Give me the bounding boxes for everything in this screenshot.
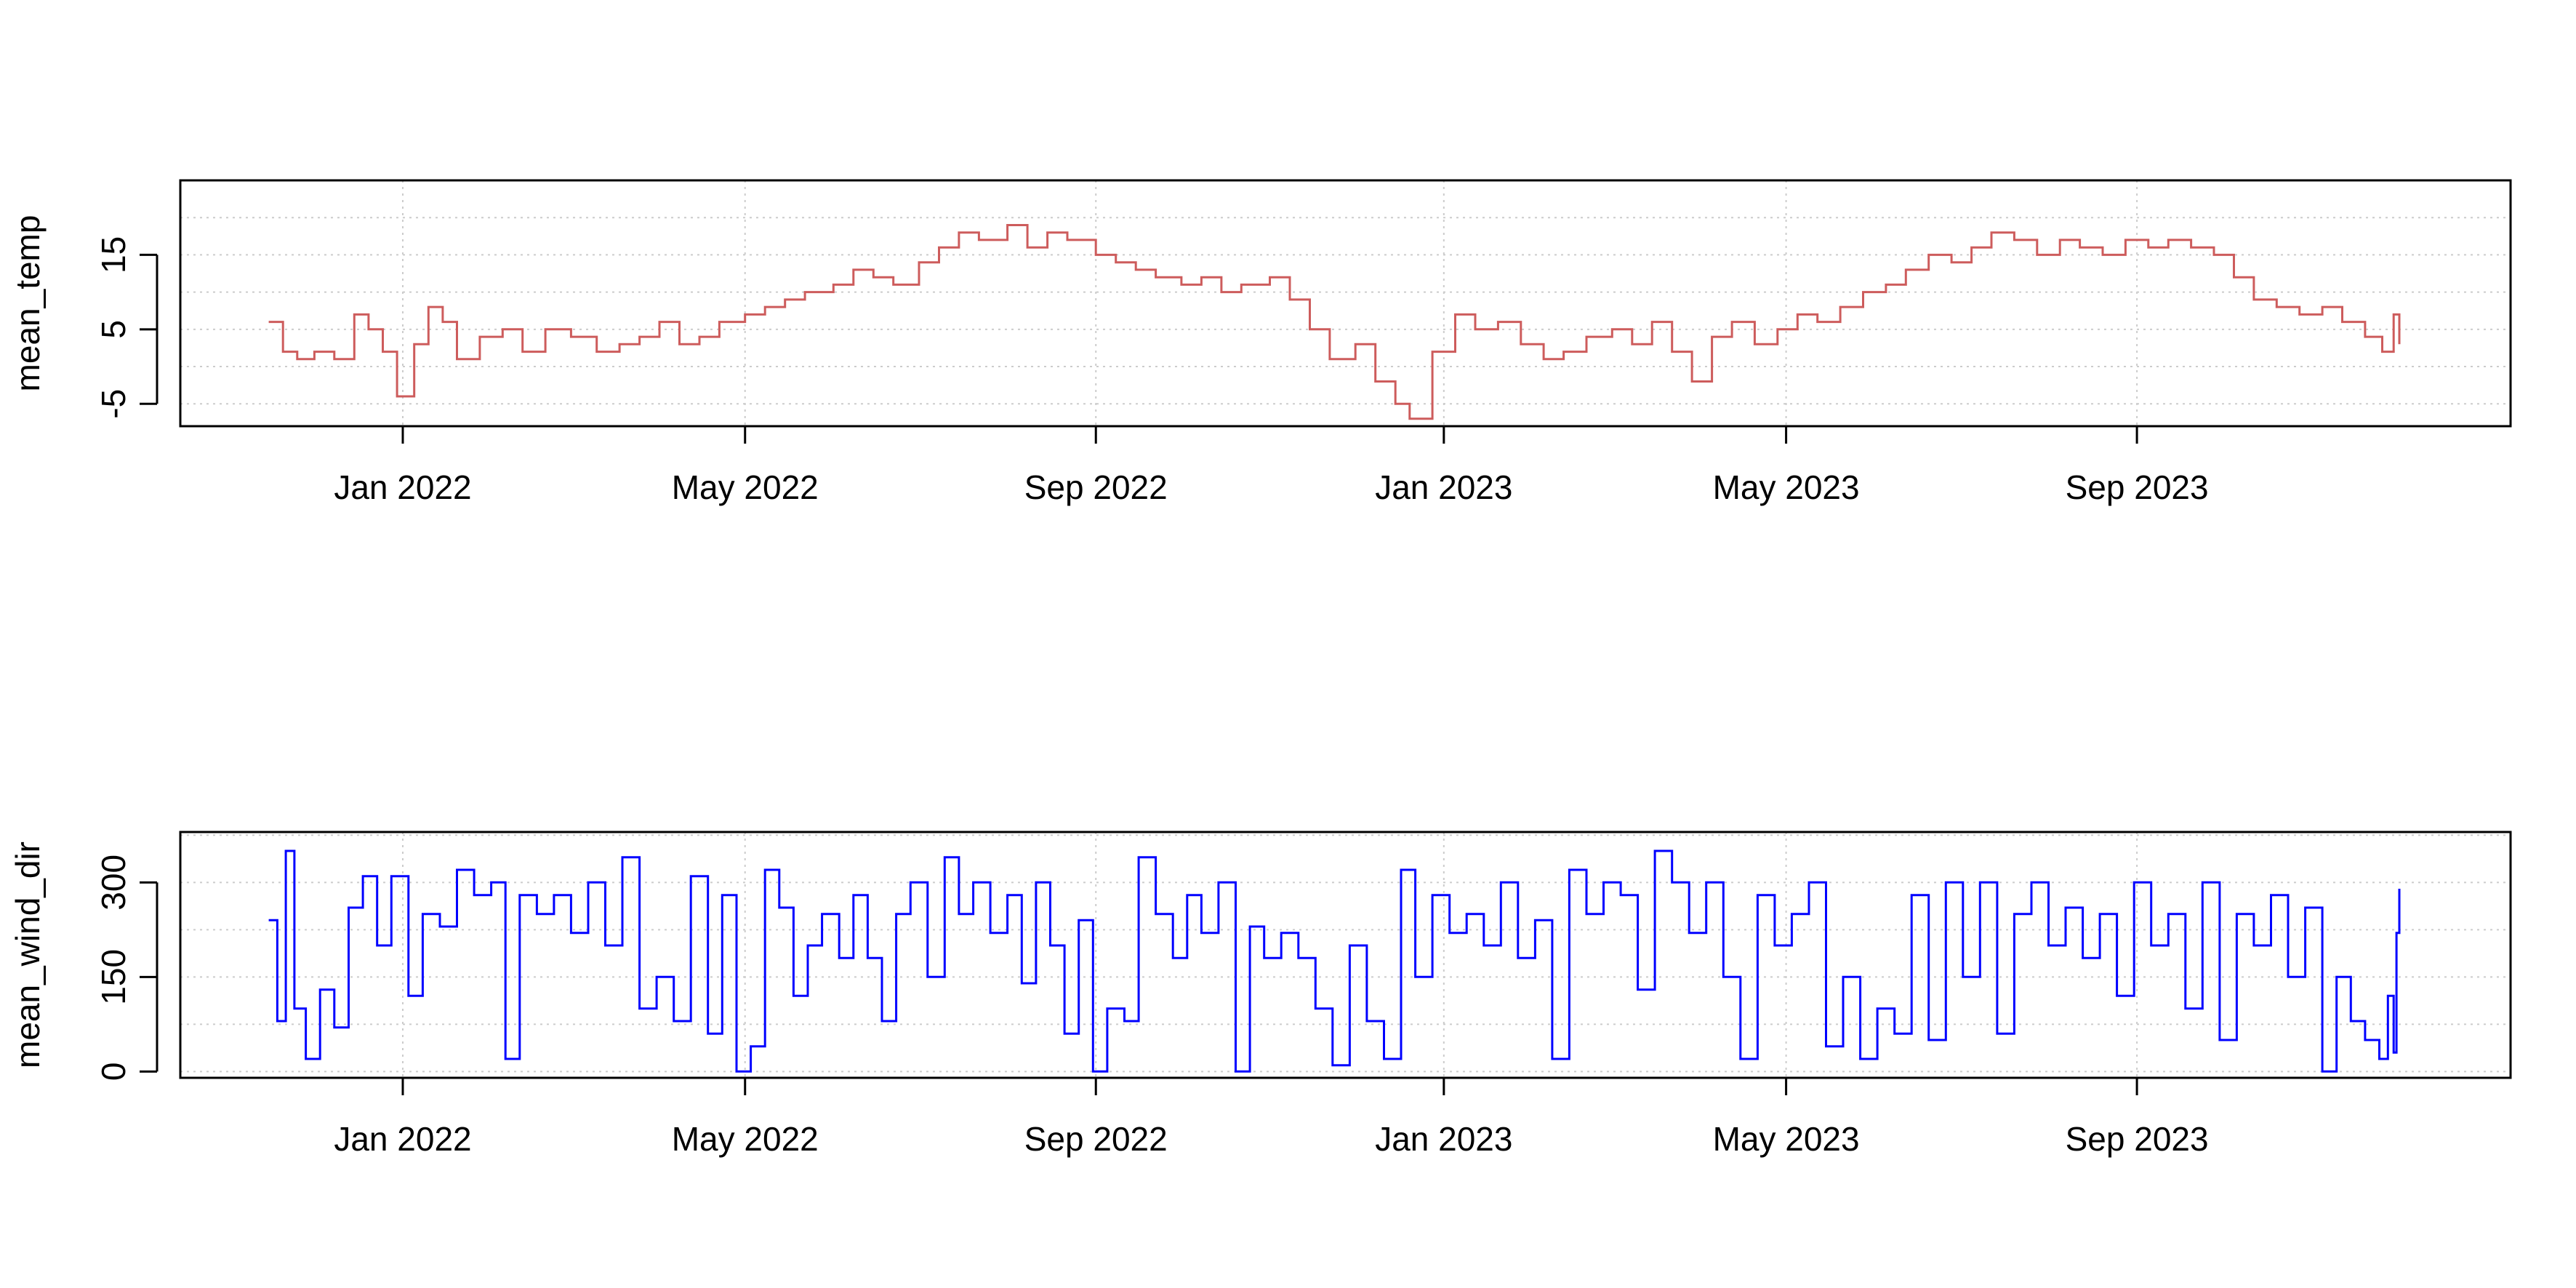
mean-temp-x-tick-label: Jan 2023 [1375, 468, 1512, 506]
mean-wind-dir-x-tick-label: May 2023 [1713, 1120, 1860, 1158]
mean-wind-dir-plot-frame [179, 831, 2512, 1079]
mean-temp-panel: Jan 2022 May 2022 Sep 2022 Jan 2023 May 2023… [9, 179, 2512, 506]
mean-wind-dir-panel: Jan 2022 May 2022 Sep 2022 Jan 2023 May 2023… [9, 831, 2512, 1158]
mean-wind-dir-x-tick-label: Sep 2023 [2066, 1120, 2209, 1158]
mean-wind-dir-y-axis-label: mean_wind_dir [9, 841, 47, 1068]
mean-temp-y-axis: -5 5 15 [95, 236, 159, 419]
mean-wind-dir-series-line [268, 849, 2401, 1073]
mean-temp-x-tick-label: Sep 2022 [1024, 468, 1168, 506]
mean-temp-x-tick-label: May 2023 [1713, 468, 1860, 506]
mean-temp-y-tick-label: 15 [95, 236, 132, 273]
mean-temp-y-tick-label: -5 [95, 389, 132, 419]
mean-wind-dir-y-tick-label: 150 [95, 949, 132, 1005]
mean-wind-dir-grid [180, 832, 2511, 1078]
mean-temp-x-axis: Jan 2022 May 2022 Sep 2022 Jan 2023 May 2023… [334, 426, 2209, 506]
mean-temp-series [268, 224, 2401, 420]
mean-temp-plot-frame [179, 179, 2512, 428]
mean-wind-dir-x-tick-label: May 2022 [672, 1120, 819, 1158]
mean-wind-dir-series [268, 849, 2401, 1073]
mean-wind-dir-y-tick-label: 300 [95, 855, 132, 911]
mean-wind-dir-y-tick-label: 0 [95, 1063, 132, 1081]
mean-temp-x-tick-label: May 2022 [672, 468, 819, 506]
mean-temp-x-tick-label: Sep 2023 [2066, 468, 2209, 506]
mean-temp-x-tick-label: Jan 2022 [334, 468, 471, 506]
mean-wind-dir-x-axis: Jan 2022 May 2022 Sep 2022 Jan 2023 May 2023… [334, 1078, 2209, 1158]
mean-temp-y-tick-label: 5 [95, 320, 132, 339]
mean-wind-dir-x-tick-label: Jan 2022 [334, 1120, 471, 1158]
mean-temp-y-axis-label: mean_temp [9, 215, 47, 392]
mean-wind-dir-x-tick-label: Jan 2023 [1375, 1120, 1512, 1158]
mean-wind-dir-x-tick-label: Sep 2022 [1024, 1120, 1168, 1158]
mean-wind-dir-y-axis: 0 150 300 [95, 855, 159, 1081]
mean-temp-series-line [268, 224, 2401, 420]
